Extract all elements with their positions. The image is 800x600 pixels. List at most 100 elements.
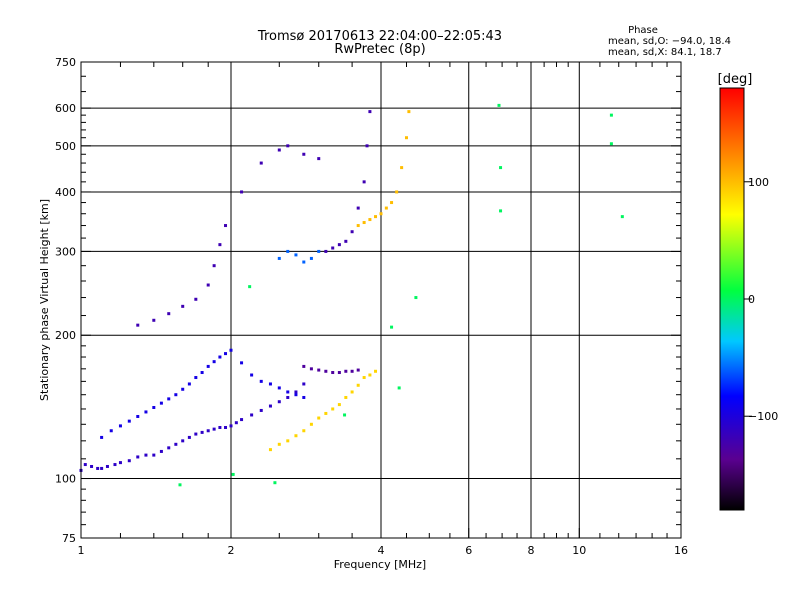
- data-point: [407, 110, 411, 114]
- data-point: [331, 246, 335, 250]
- data-point: [268, 448, 272, 452]
- y-tick-label: 100: [55, 473, 76, 486]
- data-point: [113, 463, 117, 467]
- data-point: [374, 369, 378, 373]
- data-point: [317, 416, 321, 420]
- data-point: [609, 113, 613, 117]
- data-point: [404, 136, 408, 140]
- data-point: [499, 209, 503, 213]
- data-point: [324, 369, 328, 373]
- data-point: [344, 395, 348, 399]
- data-point: [206, 283, 210, 287]
- data-point: [620, 215, 624, 219]
- data-point: [167, 312, 171, 316]
- data-point: [362, 376, 366, 380]
- data-point: [181, 387, 185, 391]
- y-axis-ticks: 75 100 200 300 400 500 600 750: [55, 56, 681, 545]
- data-point: [365, 144, 369, 148]
- data-point: [224, 425, 228, 429]
- data-point: [96, 466, 100, 470]
- data-point: [294, 253, 298, 257]
- data-point: [229, 424, 233, 428]
- data-point: [324, 249, 328, 253]
- data-point: [374, 215, 378, 219]
- x-tick-label: 6: [465, 544, 472, 557]
- data-point: [152, 318, 156, 322]
- data-point: [302, 152, 306, 156]
- data-point: [362, 221, 366, 225]
- data-point: [273, 481, 277, 485]
- data-point: [286, 144, 290, 148]
- data-point: [350, 390, 354, 394]
- data-point: [206, 364, 210, 368]
- data-point: [90, 464, 94, 468]
- data-point: [331, 407, 335, 411]
- data-point: [105, 464, 109, 468]
- data-point: [218, 355, 222, 359]
- phase-stats-x: mean, sd,X: 84.1, 18.7: [608, 47, 722, 58]
- grid-lines: [81, 62, 681, 538]
- data-point: [302, 364, 306, 368]
- data-point: [174, 393, 178, 397]
- data-point: [294, 393, 298, 397]
- data-point: [231, 472, 235, 476]
- colorbar-tick-label: 100: [748, 176, 769, 189]
- data-point: [144, 453, 148, 457]
- data-point: [212, 264, 216, 268]
- data-point: [337, 243, 341, 247]
- data-point: [286, 390, 290, 394]
- data-point: [309, 422, 313, 426]
- data-point: [350, 369, 354, 373]
- colorbar-tick-label: 0: [748, 293, 755, 306]
- x-axis-ticks: 1 2 4 6 8 10 16: [78, 62, 688, 557]
- y-tick-label: 500: [55, 140, 76, 153]
- data-point: [414, 296, 418, 300]
- data-point: [178, 483, 182, 487]
- data-point: [286, 395, 290, 399]
- colorbar-label: [deg]: [718, 72, 753, 87]
- data-point: [224, 352, 228, 356]
- data-point: [302, 429, 306, 433]
- data-point: [356, 224, 360, 228]
- data-point: [109, 429, 113, 433]
- data-point: [167, 397, 171, 401]
- phase-stats-o: mean, sd,O: −94.0, 18.4: [608, 36, 731, 47]
- data-point: [144, 410, 148, 414]
- data-point: [229, 348, 233, 352]
- data-point: [317, 249, 321, 253]
- data-point: [194, 432, 198, 436]
- data-point: [212, 360, 216, 364]
- data-point: [240, 361, 244, 365]
- data-point: [136, 455, 140, 459]
- x-tick-label: 16: [674, 544, 688, 557]
- data-point: [159, 449, 163, 453]
- data-point: [286, 439, 290, 443]
- data-point: [384, 206, 388, 210]
- data-point: [400, 166, 404, 170]
- data-point: [609, 142, 613, 146]
- data-point: [136, 323, 140, 327]
- y-tick-label: 400: [55, 186, 76, 199]
- phase-stats-heading: Phase: [628, 25, 658, 36]
- data-point: [200, 371, 204, 375]
- data-point: [259, 379, 263, 383]
- data-point: [206, 429, 210, 433]
- y-tick-label: 750: [55, 56, 76, 69]
- data-point: [286, 249, 290, 253]
- data-point: [368, 110, 372, 114]
- data-point: [390, 201, 394, 205]
- data-point: [250, 413, 254, 417]
- colorbar-ticks: 100 0 −100: [744, 176, 778, 423]
- data-point: [268, 404, 272, 408]
- data-point: [194, 297, 198, 301]
- data-point: [277, 256, 281, 260]
- data-point: [100, 466, 104, 470]
- data-point: [181, 304, 185, 308]
- data-point: [218, 243, 222, 247]
- data-point: [259, 161, 263, 165]
- data-point: [309, 367, 313, 371]
- data-point: [343, 413, 347, 417]
- data-point: [309, 256, 313, 260]
- data-point: [497, 103, 501, 107]
